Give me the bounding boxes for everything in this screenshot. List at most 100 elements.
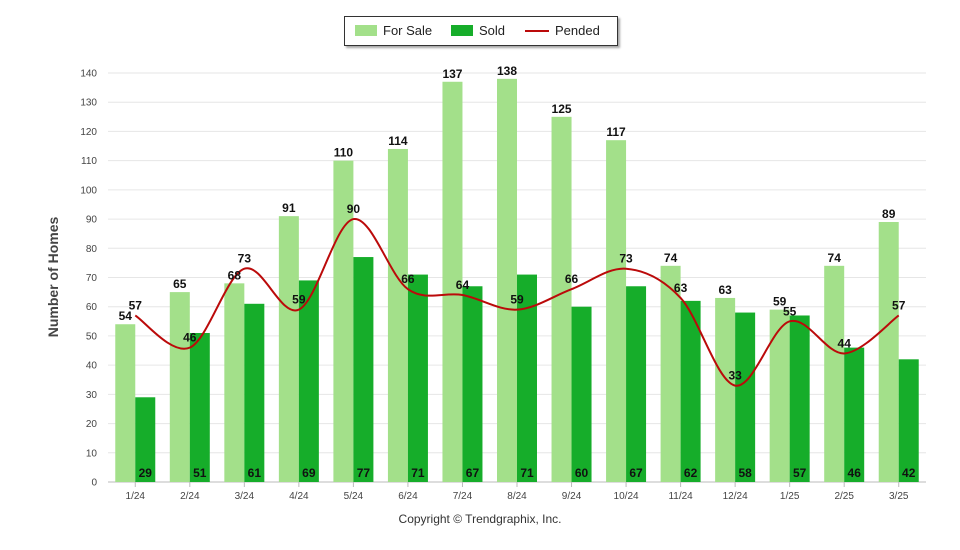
x-tick-label: 12/24	[723, 491, 748, 502]
sold-bar	[298, 280, 319, 482]
for-sale-bar	[715, 297, 736, 482]
pended-data-label: 46	[183, 331, 197, 345]
for-sale-data-label: 89	[882, 207, 896, 221]
pended-data-label: 73	[238, 252, 252, 266]
y-tick-label: 30	[86, 390, 98, 401]
x-tick-label: 11/24	[668, 491, 693, 502]
y-tick-label: 90	[86, 215, 98, 226]
y-tick-label: 130	[80, 98, 97, 109]
for-sale-bar	[497, 78, 517, 482]
sold-data-label: 60	[575, 466, 589, 480]
for-sale-data-label: 74	[828, 251, 842, 265]
y-tick-label: 60	[86, 302, 98, 313]
sold-swatch-icon	[451, 25, 473, 36]
y-tick-label: 70	[86, 273, 98, 284]
pended-line	[134, 218, 900, 387]
y-tick-label: 110	[81, 156, 97, 167]
for-sale-data-label: 54	[119, 309, 133, 323]
for-sale-bar	[442, 81, 463, 482]
pended-data-label: 57	[892, 298, 906, 312]
pended-data-label: 55	[783, 304, 797, 318]
sold-data-label: 67	[629, 466, 643, 480]
y-axis-title: Number of Homes	[45, 216, 61, 338]
y-tick-label: 40	[86, 361, 98, 372]
sold-bar	[353, 257, 374, 482]
sold-data-label: 77	[357, 466, 371, 480]
sold-data-label: 42	[902, 466, 916, 480]
sold-data-label: 61	[248, 466, 262, 480]
pended-data-label: 64	[456, 278, 470, 292]
sold-data-label: 71	[411, 466, 425, 480]
sold-data-label: 62	[684, 466, 698, 480]
for-sale-data-label: 137	[442, 67, 462, 81]
sold-data-label: 69	[302, 466, 316, 480]
for-sale-bar	[769, 309, 790, 482]
x-tick-label: 7/24	[453, 491, 473, 502]
sold-bar	[626, 286, 647, 482]
sold-bar	[898, 359, 919, 482]
pended-data-label: 66	[401, 272, 415, 286]
for-sale-data-label: 117	[606, 125, 626, 139]
y-tick-label: 120	[80, 127, 97, 138]
pended-data-label: 59	[510, 293, 524, 307]
legend-item-pended[interactable]: Pended	[525, 23, 600, 38]
y-axis-ticks: 0 10 20 30 40 50 60 70 80 90 100 110 120 130 140	[80, 69, 97, 489]
x-tick-label: 8/24	[507, 491, 527, 502]
x-tick-label: 1/25	[780, 491, 800, 502]
legend: For Sale Sold Pended	[344, 16, 618, 46]
pended-swatch-icon	[525, 29, 549, 32]
x-tick-label: 3/25	[889, 491, 909, 502]
for-sale-data-label: 110	[334, 146, 354, 160]
x-tick-label: 2/25	[834, 491, 854, 502]
sold-bar	[735, 312, 756, 482]
data-labels: 54 29 65 51 68 61 91 69 110 77 114 71 137 67 138 71 125 6…	[119, 64, 916, 480]
for-sale-data-label: 74	[664, 251, 678, 265]
sold-bar	[844, 347, 865, 482]
x-tick-label: 1/24	[126, 491, 146, 502]
pended-data-label: 33	[728, 369, 742, 383]
sold-data-label: 71	[520, 466, 534, 480]
for-sale-data-label: 68	[228, 268, 242, 282]
y-tick-label: 20	[86, 419, 98, 430]
sold-data-label: 51	[193, 466, 207, 480]
for-sale-bar	[333, 160, 354, 482]
sold-data-label: 29	[139, 466, 153, 480]
for-sale-data-label: 63	[718, 283, 732, 297]
pended-data-label: 63	[674, 281, 688, 295]
sold-bar	[244, 303, 265, 482]
pended-data-label: 66	[565, 272, 579, 286]
x-tick-label: 3/24	[235, 491, 255, 502]
for-sale-bar	[169, 292, 190, 482]
legend-label-sold: Sold	[479, 23, 506, 38]
y-tick-label: 10	[86, 448, 98, 459]
for-sale-bar	[878, 221, 899, 482]
sold-bar	[789, 315, 810, 482]
for-sale-bar	[387, 148, 408, 482]
pended-line-group	[134, 218, 900, 387]
y-tick-label: 50	[86, 331, 98, 342]
pended-data-label: 73	[619, 252, 633, 266]
x-tick-label: 4/24	[289, 491, 309, 502]
sold-bar	[462, 286, 483, 482]
y-tick-label: 140	[80, 69, 97, 80]
for-sale-bar	[606, 140, 627, 482]
bars	[115, 78, 919, 483]
x-axis-ticks: 1/24 2/24 3/24 4/24 5/24 6/24 7/24 8/24 9/24 10/2…	[126, 482, 909, 502]
for-sale-data-label: 59	[773, 295, 787, 309]
sold-data-label: 67	[466, 466, 480, 480]
x-tick-label: 2/24	[180, 491, 200, 502]
for-sale-data-label: 125	[552, 102, 572, 116]
legend-item-for-sale[interactable]: For Sale	[355, 23, 432, 38]
legend-label-pended: Pended	[555, 23, 600, 38]
for-sale-data-label: 138	[497, 64, 517, 78]
pended-data-label: 59	[292, 293, 306, 307]
pended-data-label: 44	[838, 336, 852, 350]
pended-data-label: 57	[129, 298, 143, 312]
sold-bar	[517, 274, 537, 482]
copyright: Copyright © Trendgraphix, Inc.	[398, 512, 562, 526]
for-sale-bar	[660, 265, 681, 482]
for-sale-bar	[115, 324, 136, 482]
sold-bar	[135, 397, 156, 482]
legend-item-sold[interactable]: Sold	[451, 23, 505, 38]
